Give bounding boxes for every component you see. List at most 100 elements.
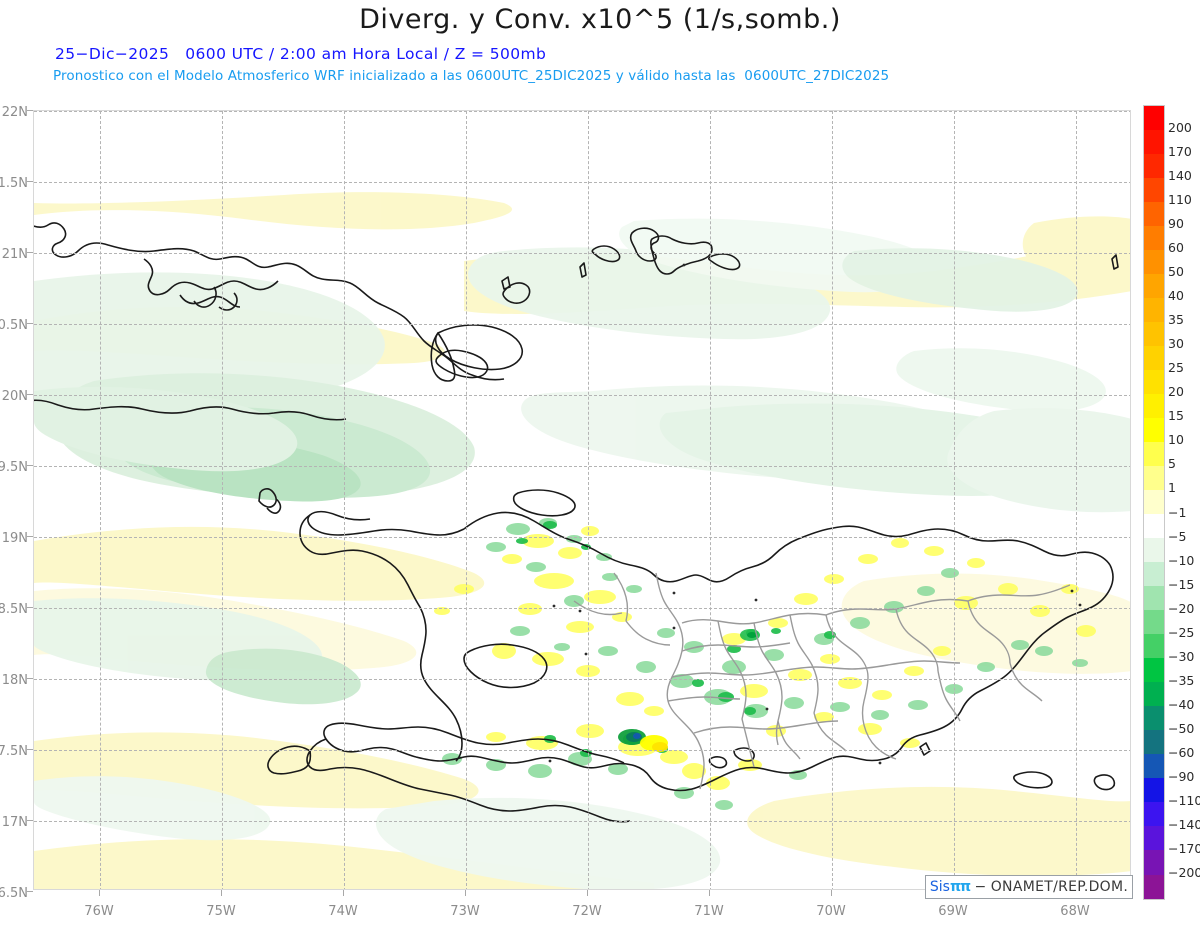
colorbar-swatch bbox=[1144, 850, 1164, 875]
colorbar-swatch bbox=[1144, 250, 1164, 275]
map-plot-area[interactable] bbox=[33, 110, 1131, 890]
lat-tick bbox=[27, 110, 33, 111]
lat-label: 6.5N bbox=[0, 886, 28, 901]
colorbar-swatch bbox=[1144, 346, 1164, 371]
model-description-line: Pronostico con el Modelo Atmosferico WRF… bbox=[53, 68, 890, 84]
lon-label: 74W bbox=[328, 904, 358, 919]
colorbar-tick-label: −110 bbox=[1168, 792, 1200, 808]
forecast-datetime-line: 25−Dic−2025 0600 UTC / 2:00 am Hora Loca… bbox=[55, 45, 547, 63]
lon-label: 75W bbox=[206, 904, 236, 919]
lon-tick bbox=[343, 890, 344, 896]
lat-label: 20N bbox=[1, 389, 28, 404]
colorbar-tick-label: 170 bbox=[1168, 144, 1192, 160]
lat-tick bbox=[27, 465, 33, 466]
colorbar-swatch bbox=[1144, 226, 1164, 251]
colorbar-swatch bbox=[1144, 634, 1164, 659]
colorbar-swatch bbox=[1144, 394, 1164, 419]
lat-tick bbox=[27, 607, 33, 608]
colorbar-tick-label: 5 bbox=[1168, 456, 1176, 472]
colorbar-swatch bbox=[1144, 874, 1164, 899]
logo-pi-icon: ππ bbox=[949, 879, 971, 895]
lat-label: 1.5N bbox=[0, 176, 28, 191]
colorbar-tick-label: 30 bbox=[1168, 336, 1184, 352]
lat-label: 9.5N bbox=[0, 460, 28, 475]
colorbar-tick-label: 110 bbox=[1168, 192, 1192, 208]
colorbar-swatch bbox=[1144, 442, 1164, 467]
colorbar-swatch bbox=[1144, 178, 1164, 203]
lat-label: 19N bbox=[1, 531, 28, 546]
lon-label: 76W bbox=[84, 904, 114, 919]
colorbar-tick-label: −30 bbox=[1168, 648, 1195, 664]
lat-tick bbox=[27, 252, 33, 253]
lat-tick bbox=[27, 394, 33, 395]
colorbar-swatch bbox=[1144, 562, 1164, 587]
colorbar-swatch bbox=[1144, 586, 1164, 611]
lon-label: 71W bbox=[694, 904, 724, 919]
colorbar-swatch bbox=[1144, 802, 1164, 827]
colorbar-swatch bbox=[1144, 610, 1164, 635]
lon-label: 72W bbox=[572, 904, 602, 919]
colorbar-tick-label: −5 bbox=[1168, 528, 1187, 544]
lon-label: 73W bbox=[450, 904, 480, 919]
colorbar-tick-label: −1 bbox=[1168, 504, 1187, 520]
colorbar-swatch bbox=[1144, 418, 1164, 443]
colorbar-swatch bbox=[1144, 154, 1164, 179]
colorbar-tick-label: −10 bbox=[1168, 552, 1195, 568]
colorbar-swatch bbox=[1144, 298, 1164, 323]
colorbar-tick-label: 140 bbox=[1168, 168, 1192, 184]
colorbar-tick-label: 25 bbox=[1168, 360, 1184, 376]
lon-tick bbox=[587, 890, 588, 896]
colorbar-swatch bbox=[1144, 778, 1164, 803]
colorbar-tick-label: 60 bbox=[1168, 240, 1184, 256]
lat-label: 17N bbox=[1, 815, 28, 830]
lat-tick bbox=[27, 181, 33, 182]
colorbar-tick-label: 1 bbox=[1168, 480, 1176, 496]
colorbar-tick-label: 35 bbox=[1168, 312, 1184, 328]
lon-tick bbox=[221, 890, 222, 896]
lat-tick bbox=[27, 749, 33, 750]
colorbar-swatch bbox=[1144, 490, 1164, 515]
lat-tick bbox=[27, 536, 33, 537]
colorbar-tick-label: 50 bbox=[1168, 264, 1184, 280]
colorbar-tick-label: 15 bbox=[1168, 408, 1184, 424]
lon-tick bbox=[465, 890, 466, 896]
lat-tick bbox=[27, 323, 33, 324]
page-title: Diverg. y Conv. x10^5 (1/s,somb.) bbox=[359, 4, 841, 35]
colorbar-labels: 200 170 140 110 90 60 50 40 35 30 25 20 15 10 5 1 −1 −5 −1… bbox=[1168, 105, 1200, 900]
lon-tick bbox=[831, 890, 832, 896]
colorbar-swatch bbox=[1144, 106, 1164, 131]
colorbar-tick-label: −50 bbox=[1168, 720, 1195, 736]
colorbar-tick-label: −170 bbox=[1168, 840, 1200, 856]
colorbar-tick-label: −20 bbox=[1168, 600, 1195, 616]
lon-tick bbox=[709, 890, 710, 896]
colorbar-swatch bbox=[1144, 826, 1164, 851]
lon-label: 70W bbox=[816, 904, 846, 919]
lon-label: 68W bbox=[1060, 904, 1090, 919]
lon-tick bbox=[99, 890, 100, 896]
colorbar-swatch bbox=[1144, 658, 1164, 683]
logo-separator: − bbox=[970, 879, 991, 895]
lat-label: 21N bbox=[1, 247, 28, 262]
colorbar-swatch bbox=[1144, 730, 1164, 755]
colorbar-tick-label: −25 bbox=[1168, 624, 1195, 640]
attribution-logo-box[interactable]: Sis ππ − ONAMET/REP.DOM. bbox=[925, 875, 1133, 899]
colorbar-swatch bbox=[1144, 466, 1164, 491]
colorbar-tick-label: −140 bbox=[1168, 816, 1200, 832]
colorbar-tick-label: 20 bbox=[1168, 384, 1184, 400]
colorbar-swatch bbox=[1144, 682, 1164, 707]
logo-organization-text: ONAMET/REP.DOM. bbox=[990, 879, 1129, 895]
colorbar-tick-label: −200 bbox=[1168, 864, 1200, 880]
colorbar-swatch bbox=[1144, 514, 1164, 539]
colorbar-scale[interactable] bbox=[1143, 105, 1165, 900]
colorbar-swatch bbox=[1144, 754, 1164, 779]
lat-label: 22N bbox=[1, 105, 28, 120]
lat-tick bbox=[27, 891, 33, 892]
colorbar-tick-label: 40 bbox=[1168, 288, 1184, 304]
colorbar-tick-label: −40 bbox=[1168, 696, 1195, 712]
colorbar-swatch bbox=[1144, 706, 1164, 731]
colorbar-tick-label: −90 bbox=[1168, 768, 1195, 784]
colorbar-swatch bbox=[1144, 202, 1164, 227]
colorbar-tick-label: −15 bbox=[1168, 576, 1195, 592]
lat-label: 8.5N bbox=[0, 602, 28, 617]
